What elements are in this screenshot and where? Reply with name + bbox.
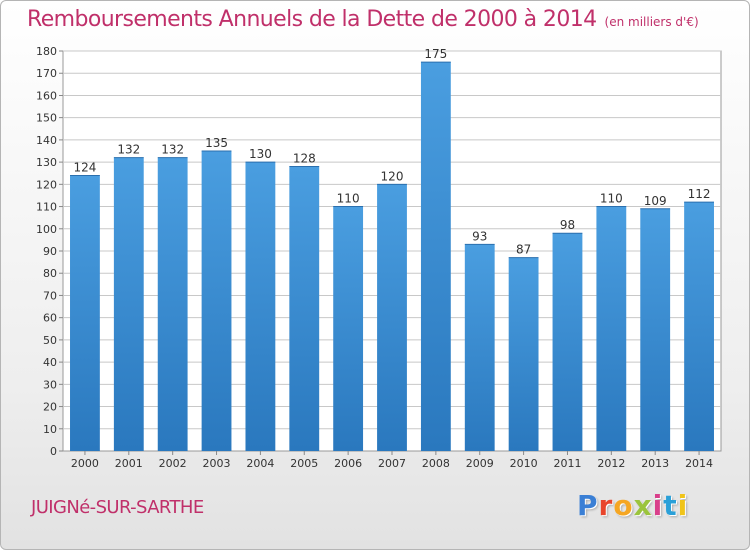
bar-2000 xyxy=(70,175,100,451)
x-tick-label: 2001 xyxy=(115,457,143,470)
y-tick-label: 160 xyxy=(36,89,57,102)
data-label: 110 xyxy=(600,192,623,206)
x-tick-label: 2003 xyxy=(203,457,231,470)
data-label: 135 xyxy=(205,136,228,150)
data-label: 112 xyxy=(688,187,711,201)
x-tick-label: 2002 xyxy=(159,457,187,470)
data-labels: 124 132 132 135 130 128 110 120 175 93 87 98 110 109 1… xyxy=(73,47,710,257)
x-tick-label: 2006 xyxy=(334,457,362,470)
y-tick-label: 90 xyxy=(43,245,57,258)
data-label: 175 xyxy=(424,47,447,61)
bar-2014 xyxy=(684,202,714,451)
data-label: 120 xyxy=(381,169,404,183)
x-tick-label: 2005 xyxy=(290,457,318,470)
logo-letter: P xyxy=(577,489,599,522)
data-label: 110 xyxy=(337,192,360,206)
bar-2001 xyxy=(113,157,144,451)
data-label: 98 xyxy=(560,218,575,232)
x-tick-label: 2012 xyxy=(597,457,625,470)
x-tick-label: 2010 xyxy=(510,457,538,470)
y-tick-label: 50 xyxy=(43,334,57,347)
data-label: 128 xyxy=(293,152,316,166)
x-tick-label: 2013 xyxy=(641,457,669,470)
x-tick-label: 2004 xyxy=(246,457,274,470)
bar-2009 xyxy=(464,244,495,451)
bar-2010 xyxy=(508,257,539,451)
y-tick-label: 30 xyxy=(43,378,57,391)
y-tick-label: 0 xyxy=(50,445,57,458)
bar-2006 xyxy=(333,206,364,451)
data-label: 124 xyxy=(73,160,96,174)
logo-letter: o xyxy=(613,489,634,522)
chart-title-text: Remboursements Annuels de la Dette de 20… xyxy=(27,7,597,32)
y-tick-label: 10 xyxy=(43,423,57,436)
bar-2003 xyxy=(201,151,232,451)
data-label: 132 xyxy=(161,143,184,157)
y-tick-label: 70 xyxy=(43,289,57,302)
proxiti-logo: Proxiti xyxy=(577,489,688,522)
logo-letter: x xyxy=(633,489,653,522)
x-tick-label: 2014 xyxy=(685,457,713,470)
y-tick-label: 20 xyxy=(43,401,57,414)
bar-2007 xyxy=(377,184,407,452)
data-label: 87 xyxy=(516,243,531,257)
y-axis-ticks: 0 10 20 30 40 50 60 70 80 90 100 110 120 130 140 150 160… xyxy=(36,45,63,458)
x-tick-label: 2000 xyxy=(71,457,99,470)
y-tick-label: 40 xyxy=(43,356,57,369)
bar-2012 xyxy=(596,206,627,451)
x-axis-ticks: 2000 2001 2002 2003 2004 2005 2006 2007 2008 2009… xyxy=(71,451,713,470)
chart-title: Remboursements Annuels de la Dette de 20… xyxy=(27,7,699,32)
bar-2002 xyxy=(157,157,188,451)
y-tick-label: 130 xyxy=(36,156,57,169)
y-tick-label: 150 xyxy=(36,112,57,125)
bars xyxy=(70,61,714,452)
city-name: JUIGNé-SUR-SARTHE xyxy=(31,497,204,518)
y-tick-label: 120 xyxy=(36,178,57,191)
logo-letter: i xyxy=(652,489,664,522)
data-label: 130 xyxy=(249,147,272,161)
logo-letter: i xyxy=(677,489,689,522)
x-tick-label: 2011 xyxy=(553,457,581,470)
y-tick-label: 170 xyxy=(36,67,57,80)
y-tick-label: 180 xyxy=(36,45,57,58)
bar-2008 xyxy=(420,62,451,451)
logo-letter: t xyxy=(663,489,678,522)
y-tick-label: 80 xyxy=(43,267,57,280)
chart-subtitle: (en milliers d'€) xyxy=(604,15,699,29)
x-tick-label: 2009 xyxy=(466,457,494,470)
x-tick-label: 2007 xyxy=(378,457,406,470)
y-tick-label: 100 xyxy=(36,223,57,236)
bar-2013 xyxy=(640,208,671,451)
data-label: 109 xyxy=(644,194,667,208)
data-label: 93 xyxy=(472,229,487,243)
bar-2004 xyxy=(245,162,276,451)
data-label: 132 xyxy=(117,143,140,157)
y-tick-label: 60 xyxy=(43,312,57,325)
y-tick-label: 140 xyxy=(36,134,57,147)
bar-2005 xyxy=(289,166,320,452)
logo-letter: r xyxy=(598,489,614,522)
y-tick-label: 110 xyxy=(36,201,57,214)
x-tick-label: 2008 xyxy=(422,457,450,470)
bar-2011 xyxy=(552,233,583,451)
